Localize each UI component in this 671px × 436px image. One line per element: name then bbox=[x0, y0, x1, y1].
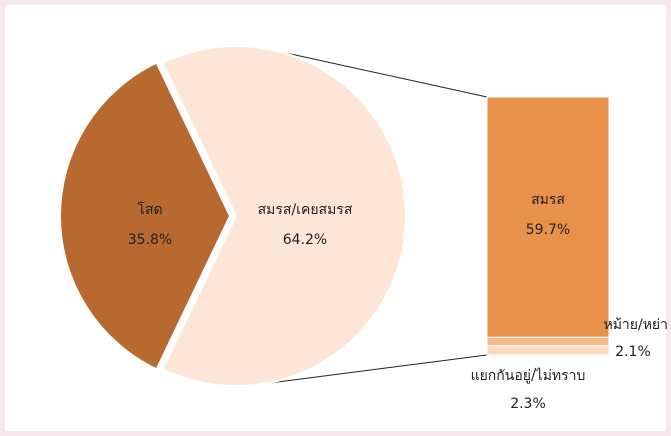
segment-label: แยกกันอยู่/ไม่ทราบ bbox=[471, 367, 586, 384]
segment-value-label: 2.1% bbox=[615, 344, 651, 360]
segment-label: สมรส bbox=[531, 192, 565, 208]
bar-segment bbox=[486, 345, 610, 356]
segment-label: หม้าย/หย่า bbox=[603, 317, 668, 333]
slice-label: โสด bbox=[137, 201, 162, 218]
slice-label: สมรส/เคยสมรส bbox=[258, 202, 353, 218]
bar-segment bbox=[486, 336, 610, 347]
connector-line bbox=[268, 48, 488, 98]
slice-value-label: 64.2% bbox=[283, 232, 327, 248]
slice-value-label: 35.8% bbox=[128, 232, 172, 248]
connector-line bbox=[253, 354, 488, 386]
segment-value-label: 59.7% bbox=[526, 222, 570, 238]
pie-slice bbox=[58, 61, 232, 371]
pie-slice bbox=[161, 45, 407, 387]
segment-value-label: 2.3% bbox=[510, 396, 546, 412]
bar-segment bbox=[486, 96, 610, 338]
